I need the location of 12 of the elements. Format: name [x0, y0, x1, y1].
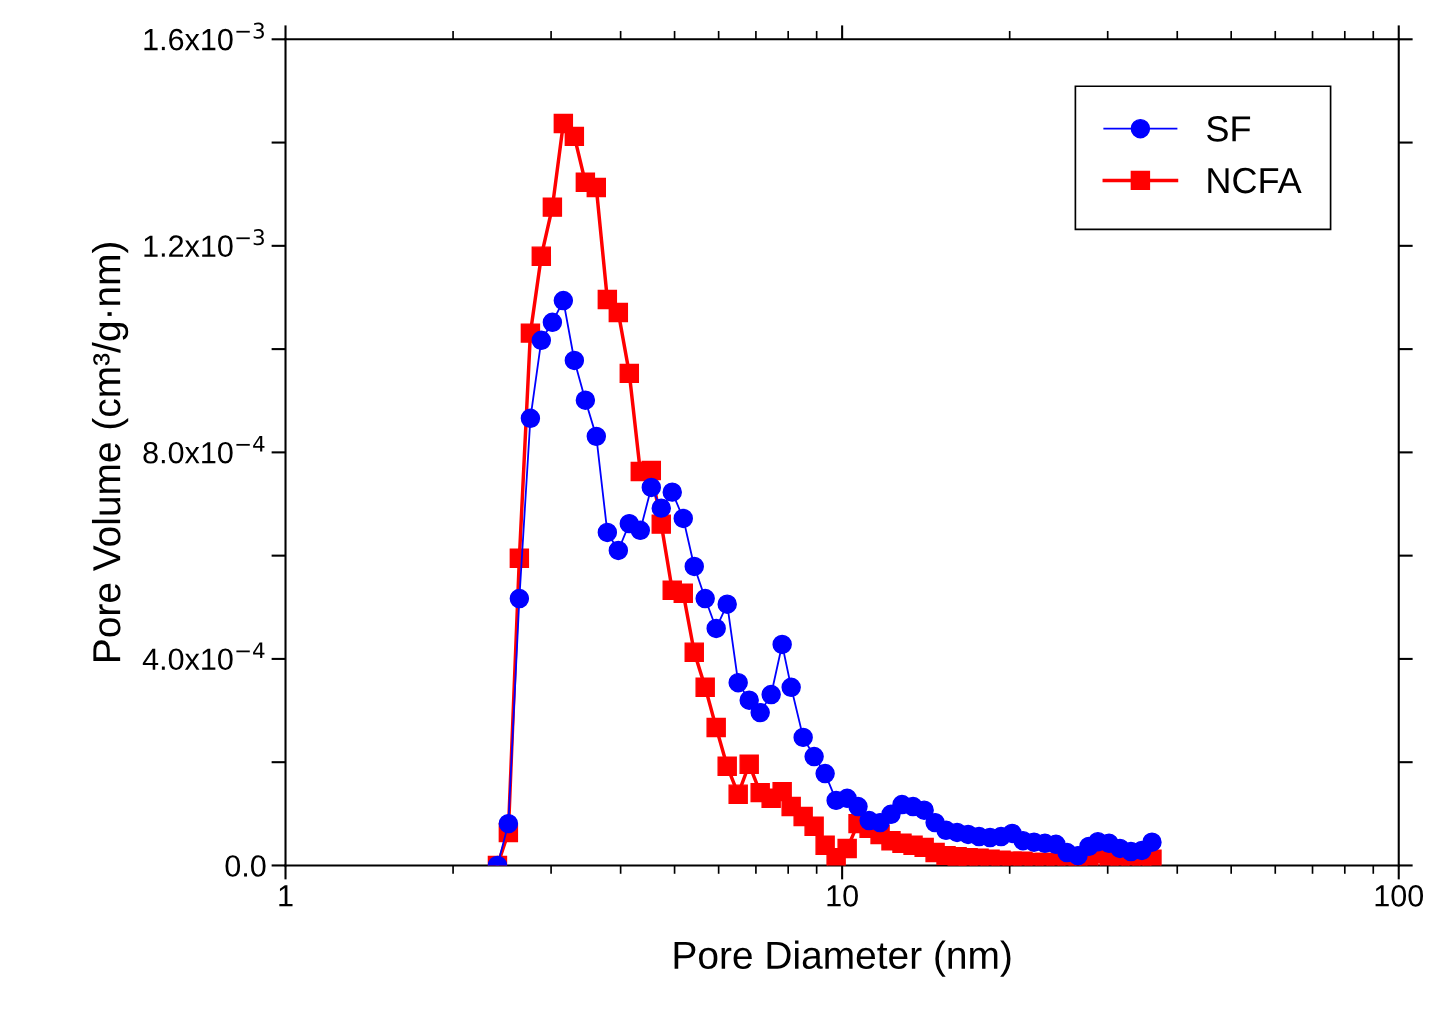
y-tick-label: 1.6x10$^{−3}$ — [144, 22, 264, 51]
y-tick-label: 1.2x10$^{−3}$ — [144, 229, 264, 257]
legend-label: SF — [1207, 116, 1251, 142]
x-tick-label: 1 — [279, 885, 293, 907]
y-axis-title: Pore Volume (cm³/g·nm) — [91, 242, 129, 661]
y-tick-label: 4.0x10$^{−4}$ — [142, 642, 265, 671]
legend-label: NCFA — [1208, 167, 1302, 194]
y-tick-label: 0.0 — [225, 855, 266, 877]
x-axis-title: Pore Diameter (nm) — [674, 940, 1011, 977]
y-tick-label: 8.0x10$^{−4}$ — [143, 435, 265, 464]
x-tick-label: 100 — [1375, 885, 1424, 907]
x-tick-label: 10 — [827, 885, 858, 907]
